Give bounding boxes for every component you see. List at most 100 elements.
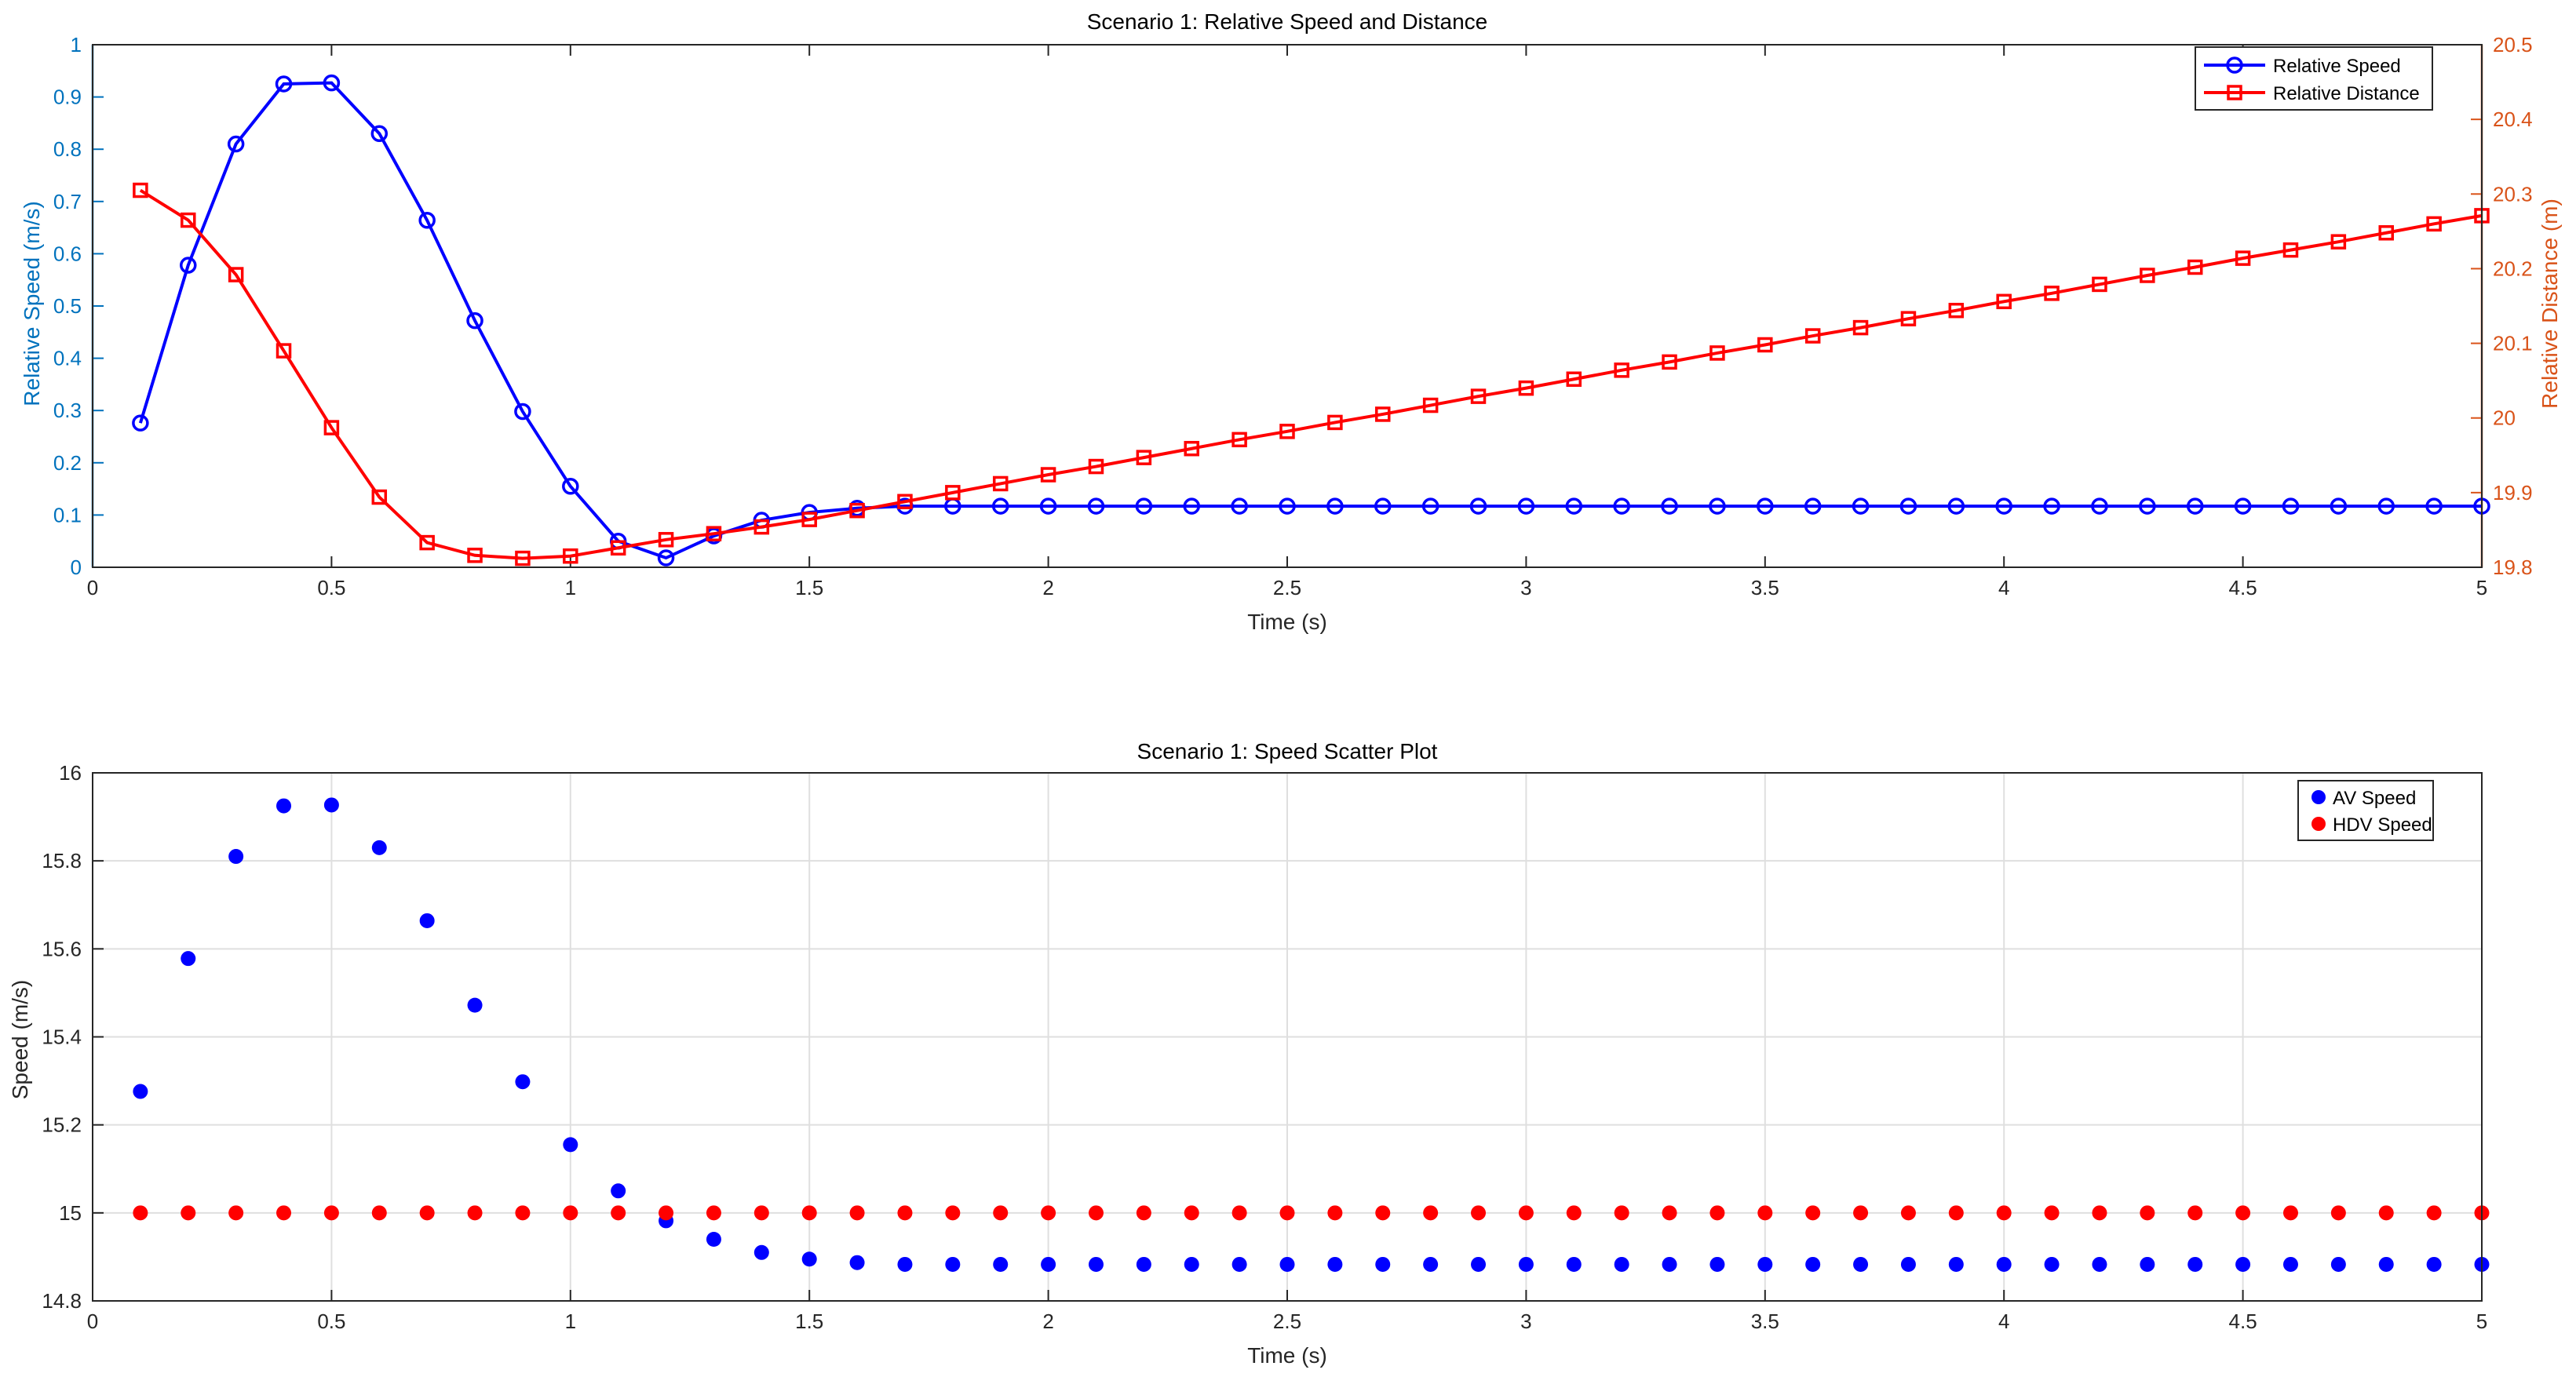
relative-distance-marker <box>2426 216 2442 232</box>
hdv-speed-point <box>2282 1205 2298 1221</box>
relative-distance-marker <box>228 267 244 282</box>
hdv-speed-point <box>323 1205 339 1221</box>
legend-marker-relative-distance <box>2227 85 2242 100</box>
relative-distance-marker <box>2330 234 2347 250</box>
x-tick-label: 2 <box>1042 1310 1053 1333</box>
series-layer <box>133 797 2490 1272</box>
relative-speed-marker <box>1469 497 1487 515</box>
av-speed-point <box>228 849 244 865</box>
relative-speed-marker <box>1613 497 1630 515</box>
hdv-speed-point <box>1996 1205 2012 1221</box>
relative-distance-marker <box>1184 440 1199 457</box>
av-speed-point <box>371 840 387 855</box>
av-speed-point <box>1853 1256 1869 1272</box>
relative-speed-marker <box>2043 497 2060 515</box>
x-tick-label: 0 <box>87 1310 98 1333</box>
relative-distance-marker <box>706 526 722 541</box>
relative-distance-marker <box>1614 362 1629 378</box>
hdv-speed-point <box>2044 1205 2060 1221</box>
relative-distance-marker <box>2092 276 2107 293</box>
av-speed-point <box>563 1137 578 1153</box>
av-speed-point <box>1805 1256 1821 1272</box>
relative-distance-marker <box>897 494 913 510</box>
relative-distance-line <box>139 188 2483 560</box>
relative-speed-marker <box>1326 497 1344 515</box>
relative-distance-marker <box>1470 388 1487 404</box>
relative-distance-marker <box>753 519 770 535</box>
av-speed-point <box>2235 1256 2251 1272</box>
plot-frame <box>92 44 2483 568</box>
relative-speed-marker <box>2186 497 2204 515</box>
relative-distance-marker <box>2378 225 2394 241</box>
hdv-speed-point <box>1614 1205 1629 1221</box>
right-y-tick-label: 19.8 <box>2493 556 2533 579</box>
av-speed-point <box>1614 1256 1629 1272</box>
x-tick-label: 3.5 <box>1751 576 1779 599</box>
right-y-tick-label: 20.5 <box>2493 33 2533 56</box>
relative-speed-marker <box>1757 497 1774 515</box>
relative-speed-marker <box>1804 497 1822 515</box>
relative-distance-marker <box>1279 424 1295 439</box>
hdv-speed-point <box>1948 1205 1964 1221</box>
av-speed-point <box>1088 1256 1104 1272</box>
hdv-speed-point <box>2426 1205 2442 1221</box>
relative-speed-marker <box>2425 497 2443 515</box>
left-y-tick-label: 0.8 <box>53 137 82 161</box>
av-speed-point <box>1327 1256 1343 1272</box>
right-y-tick-label: 20.2 <box>2493 257 2533 280</box>
av-speed-point <box>2187 1256 2203 1272</box>
relative-speed-marker <box>275 75 293 93</box>
av-speed-point <box>276 798 292 814</box>
hdv-speed-point <box>467 1205 483 1221</box>
hdv-speed-point <box>1518 1205 1534 1221</box>
x-tick-label: 1.5 <box>795 576 823 599</box>
x-tick-label: 1 <box>565 576 576 599</box>
left-y-tick-label: 0.9 <box>53 86 82 109</box>
hdv-speed-point <box>1853 1205 1869 1221</box>
relative-distance-marker <box>181 212 196 228</box>
axis-ticks: 0 0.5 1 1.5 2 2.5 3 3.5 4 4.5 5 0 0.1 0.2 0.3 0.4 0.5 0.6… <box>53 33 2533 599</box>
relative-speed-marker <box>1087 497 1105 515</box>
av-speed-point <box>801 1251 817 1267</box>
av-speed-point <box>1900 1256 1916 1272</box>
relative-speed-marker <box>466 311 483 330</box>
relative-distance-marker <box>1136 450 1152 465</box>
relative-speed-marker <box>132 414 149 432</box>
relative-speed-marker <box>1039 497 1057 515</box>
y-tick-label: 15.2 <box>42 1113 82 1137</box>
av-speed-point <box>323 797 339 813</box>
relative-distance-marker <box>275 343 292 359</box>
hdv-speed-point <box>228 1205 244 1221</box>
av-speed-point <box>1996 1256 2012 1272</box>
hdv-speed-point <box>1041 1205 1056 1221</box>
y-tick-label: 14.8 <box>42 1289 82 1313</box>
relative-speed-marker <box>1995 497 2012 515</box>
av-speed-point <box>419 913 435 928</box>
relative-distance-marker <box>1948 302 1965 319</box>
legend-label-relative-distance: Relative Distance <box>2273 83 2420 104</box>
relative-distance-marker <box>1566 371 1582 387</box>
axis-ticks: 0 0.5 1 1.5 2 2.5 3 3.5 4 4.5 5 14.8 15 15.2 15.4 15.6 1… <box>42 761 2487 1333</box>
av-speed-point <box>945 1256 961 1272</box>
av-speed-point <box>1662 1256 1677 1272</box>
relative-distance-marker <box>801 512 817 527</box>
right-y-tick-label: 20.4 <box>2493 107 2533 131</box>
right-y-tick-label: 20.3 <box>2493 182 2533 206</box>
y-tick-label: 15.4 <box>42 1025 82 1049</box>
av-speed-point <box>1518 1256 1534 1272</box>
left-y-tick-label: 1 <box>71 33 82 56</box>
hdv-speed-point <box>1136 1205 1151 1221</box>
x-tick-label: 2.5 <box>1273 576 1301 599</box>
av-speed-point <box>1279 1256 1295 1272</box>
hdv-speed-point <box>563 1205 578 1221</box>
relative-speed-marker <box>1517 497 1535 515</box>
legend-label-relative-speed: Relative Speed <box>2273 56 2401 77</box>
left-y-tick-label: 0.4 <box>53 347 82 370</box>
av-speed-point <box>2426 1256 2442 1272</box>
hdv-speed-point <box>611 1205 626 1221</box>
av-speed-point <box>897 1256 913 1272</box>
hdv-speed-point <box>1471 1205 1487 1221</box>
relative-distance-marker <box>515 550 531 566</box>
legend-marker-relative-speed <box>2226 56 2243 74</box>
